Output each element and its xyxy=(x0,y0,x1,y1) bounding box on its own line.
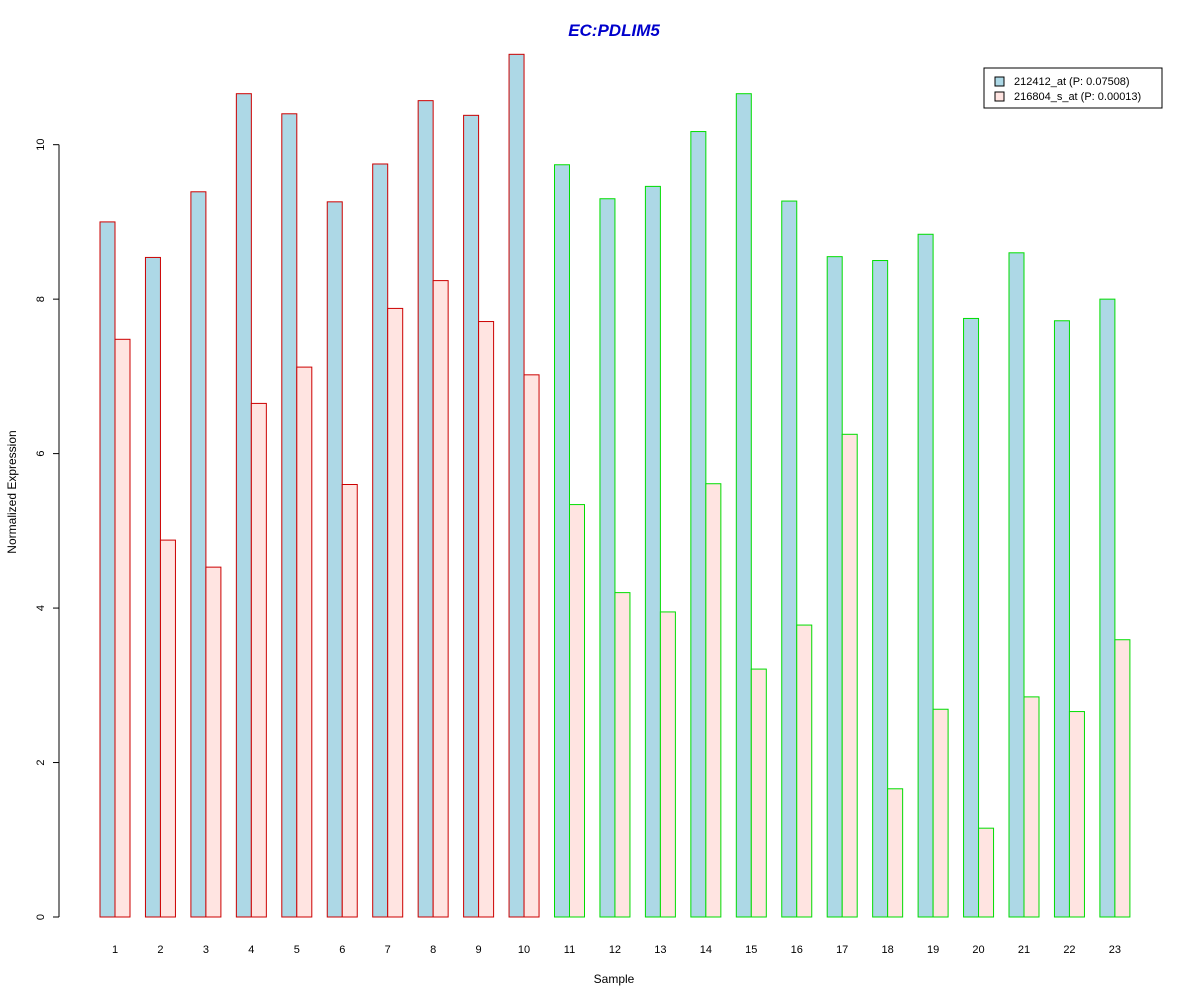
x-tick-label: 2 xyxy=(157,944,163,956)
legend-swatch-216804-s-at xyxy=(994,91,1005,102)
bar-216804-s-at-sample-6 xyxy=(341,484,358,918)
bar-212412-at-sample-23 xyxy=(1099,298,1116,918)
y-axis-label: Normalized Expression xyxy=(5,430,19,553)
x-tick-label: 15 xyxy=(745,944,757,956)
bar-216804-s-at-sample-19 xyxy=(932,708,949,918)
bar-216804-s-at-sample-10 xyxy=(523,374,540,918)
bar-212412-at-sample-15 xyxy=(735,93,752,918)
bar-216804-s-at-sample-17 xyxy=(841,433,858,918)
bar-212412-at-sample-10 xyxy=(508,53,525,918)
legend-swatch-212412-at xyxy=(994,76,1005,87)
x-tick-label: 19 xyxy=(927,944,939,956)
x-tick-label: 3 xyxy=(203,944,209,956)
bar-212412-at-sample-21 xyxy=(1008,252,1025,918)
bar-212412-at-sample-6 xyxy=(326,201,343,918)
x-tick-label: 1 xyxy=(112,944,118,956)
legend-box xyxy=(983,67,1163,109)
x-tick-label: 4 xyxy=(248,944,254,956)
bar-212412-at-sample-18 xyxy=(872,260,889,918)
x-tick-label: 18 xyxy=(882,944,894,956)
legend-label-212412-at: 212412_at (P: 0.07508) xyxy=(1014,76,1130,88)
bar-216804-s-at-sample-4 xyxy=(250,402,267,918)
y-tick-label: 6 xyxy=(35,451,47,457)
legend-label-216804-s-at: 216804_s_at (P: 0.00013) xyxy=(1014,91,1141,103)
x-tick-label: 13 xyxy=(654,944,666,956)
x-tick-label: 23 xyxy=(1109,944,1121,956)
bar-212412-at-sample-9 xyxy=(463,114,480,918)
x-tick-label: 14 xyxy=(700,944,712,956)
bar-212412-at-sample-14 xyxy=(690,131,707,918)
bar-216804-s-at-sample-20 xyxy=(978,827,995,918)
bar-216804-s-at-sample-5 xyxy=(296,366,313,918)
bar-216804-s-at-sample-11 xyxy=(569,504,585,918)
bar-216804-s-at-sample-22 xyxy=(1068,711,1085,918)
bar-216804-s-at-sample-18 xyxy=(887,788,904,918)
x-tick-label: 9 xyxy=(476,944,482,956)
bar-212412-at-sample-1 xyxy=(99,221,116,918)
bar-216804-s-at-sample-21 xyxy=(1023,696,1040,918)
y-axis: 0 2 4 6 8 10 xyxy=(35,139,60,920)
bar-216804-s-at-sample-23 xyxy=(1114,639,1131,918)
legend: 212412_at (P: 0.07508) 216804_s_at (P: 0… xyxy=(983,67,1163,109)
y-tick-label: 2 xyxy=(35,759,47,765)
x-tick-label: 8 xyxy=(430,944,436,956)
bar-series-group xyxy=(99,53,1131,918)
bar-212412-at-sample-11 xyxy=(554,164,570,918)
x-tick-label: 10 xyxy=(518,944,530,956)
x-tick-label: 6 xyxy=(339,944,345,956)
x-tick-label: 11 xyxy=(564,944,575,956)
x-tick-label: 7 xyxy=(385,944,391,956)
y-tick-label: 10 xyxy=(35,139,47,151)
bar-212412-at-sample-22 xyxy=(1053,320,1070,918)
bar-212412-at-sample-13 xyxy=(644,185,661,918)
bar-216804-s-at-sample-7 xyxy=(387,307,404,918)
bar-216804-s-at-sample-3 xyxy=(205,566,222,918)
x-tick-labels: 1 2 3 4 5 6 7 8 9 10 11 12 13 14 15 16 17 18 19 20 21 22 23 xyxy=(112,944,1121,956)
x-tick-label: 21 xyxy=(1018,944,1030,956)
bar-216804-s-at-sample-13 xyxy=(659,611,676,918)
bar-212412-at-sample-7 xyxy=(372,163,389,918)
bar-212412-at-sample-8 xyxy=(417,100,434,918)
x-tick-label: 5 xyxy=(294,944,300,956)
bar-212412-at-sample-5 xyxy=(281,113,298,918)
bar-216804-s-at-sample-14 xyxy=(705,483,722,918)
x-axis-label: Sample xyxy=(594,972,635,986)
bar-216804-s-at-sample-12 xyxy=(614,592,631,918)
bar-216804-s-at-sample-9 xyxy=(478,321,495,918)
y-tick-label: 0 xyxy=(35,914,47,920)
bar-216804-s-at-sample-16 xyxy=(796,624,813,918)
bar-216804-s-at-sample-2 xyxy=(159,539,176,918)
x-tick-label: 16 xyxy=(791,944,803,956)
bar-212412-at-sample-20 xyxy=(963,317,980,918)
y-tick-label: 8 xyxy=(35,296,47,302)
bar-212412-at-sample-16 xyxy=(781,200,798,918)
x-tick-label: 17 xyxy=(836,944,848,956)
bar-212412-at-sample-2 xyxy=(144,256,161,918)
bar-212412-at-sample-3 xyxy=(190,191,207,918)
bar-216804-s-at-sample-1 xyxy=(114,338,131,918)
x-tick-label: 22 xyxy=(1063,944,1075,956)
bar-216804-s-at-sample-8 xyxy=(432,280,449,918)
y-tick-label: 4 xyxy=(35,605,47,611)
bar-212412-at-sample-4 xyxy=(235,93,252,918)
chart-title: EC:PDLIM5 xyxy=(568,21,660,40)
bar-216804-s-at-sample-15 xyxy=(750,668,767,918)
bar-212412-at-sample-19 xyxy=(917,233,934,918)
x-tick-label: 20 xyxy=(972,944,984,956)
bar-212412-at-sample-12 xyxy=(599,198,616,918)
x-tick-label: 12 xyxy=(609,944,621,956)
bar-212412-at-sample-17 xyxy=(826,256,843,918)
